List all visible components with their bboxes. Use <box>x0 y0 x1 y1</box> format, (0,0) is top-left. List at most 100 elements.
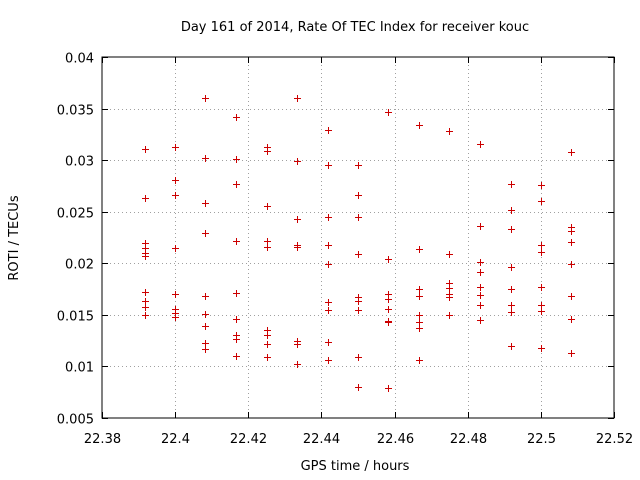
data-point <box>477 292 484 299</box>
data-point <box>325 307 332 314</box>
data-point <box>477 141 484 148</box>
data-point <box>202 311 209 318</box>
x-tick-label: 22.44 <box>303 432 340 447</box>
data-point <box>477 269 484 276</box>
x-tick-label: 22.48 <box>450 432 487 447</box>
data-point <box>385 319 392 326</box>
data-point <box>355 162 362 169</box>
data-point <box>233 353 240 360</box>
data-point <box>233 181 240 188</box>
data-point <box>477 302 484 309</box>
data-point <box>446 294 453 301</box>
data-point <box>264 244 271 251</box>
data-point <box>538 302 545 309</box>
data-point <box>264 148 271 155</box>
plot-border <box>101 56 615 419</box>
data-point <box>264 332 271 339</box>
data-point <box>294 361 301 368</box>
data-point <box>233 114 240 121</box>
data-point <box>416 122 423 129</box>
data-point <box>568 350 575 357</box>
x-tick-label: 22.42 <box>230 432 267 447</box>
data-point <box>202 293 209 300</box>
data-point <box>264 341 271 348</box>
data-point <box>264 238 271 245</box>
x-axis-title: GPS time / hours <box>301 459 410 474</box>
data-point <box>385 296 392 303</box>
data-point <box>294 244 301 251</box>
data-point <box>355 307 362 314</box>
data-point <box>508 309 515 316</box>
y-tick-label: 0.025 <box>57 207 94 222</box>
data-point <box>142 304 149 311</box>
data-point <box>538 198 545 205</box>
data-point <box>142 146 149 153</box>
y-tick-label: 0.005 <box>57 413 94 428</box>
data-point <box>446 312 453 319</box>
data-point <box>508 207 515 214</box>
data-point <box>385 109 392 116</box>
x-tick-label: 22.5 <box>527 432 556 447</box>
data-point <box>568 293 575 300</box>
data-point <box>508 286 515 293</box>
data-point <box>508 226 515 233</box>
data-point <box>538 249 545 256</box>
data-point <box>538 182 545 189</box>
data-point <box>508 343 515 350</box>
data-point <box>172 314 179 321</box>
axis-ticks: 22.38 22.4 22.42 22.44 22.46 22.48 22.5 22.52 0.… <box>57 52 633 448</box>
data-point <box>294 158 301 165</box>
data-point <box>325 261 332 268</box>
data-point <box>477 284 484 291</box>
data-point <box>568 316 575 323</box>
data-point <box>142 289 149 296</box>
data-point <box>508 302 515 309</box>
data-point <box>142 298 149 305</box>
data-point <box>142 253 149 260</box>
data-point <box>416 286 423 293</box>
data-point <box>385 256 392 263</box>
data-point <box>264 203 271 210</box>
data-point <box>202 230 209 237</box>
data-point <box>355 384 362 391</box>
data-point <box>294 216 301 223</box>
data-point <box>294 341 301 348</box>
data-point <box>355 214 362 221</box>
data-point <box>233 156 240 163</box>
data-point <box>142 195 149 202</box>
data-point <box>568 228 575 235</box>
data-point <box>538 308 545 315</box>
y-tick-label: 0.03 <box>65 155 94 170</box>
data-point <box>325 299 332 306</box>
data-point <box>142 312 149 319</box>
data-point <box>416 357 423 364</box>
data-point <box>172 192 179 199</box>
y-tick-label: 0.01 <box>65 361 94 376</box>
y-tick-label: 0.04 <box>65 52 94 67</box>
data-point <box>233 336 240 343</box>
x-tick-label: 22.52 <box>596 432 633 447</box>
data-point <box>355 298 362 305</box>
data-point <box>568 239 575 246</box>
data-point <box>416 312 423 319</box>
data-point <box>477 317 484 324</box>
data-point <box>264 354 271 361</box>
data-point <box>538 345 545 352</box>
x-tick-label: 22.4 <box>161 432 190 447</box>
data-point <box>508 181 515 188</box>
data-point <box>416 325 423 332</box>
data-point <box>355 192 362 199</box>
data-point <box>355 354 362 361</box>
y-tick-label: 0.02 <box>65 258 94 273</box>
y-tick-label: 0.035 <box>57 104 94 119</box>
data-point <box>325 242 332 249</box>
data-point <box>172 291 179 298</box>
data-point <box>325 339 332 346</box>
data-point <box>325 127 332 134</box>
data-point <box>568 261 575 268</box>
data-point <box>202 323 209 330</box>
x-tick-label: 22.46 <box>377 432 414 447</box>
data-point <box>477 223 484 230</box>
